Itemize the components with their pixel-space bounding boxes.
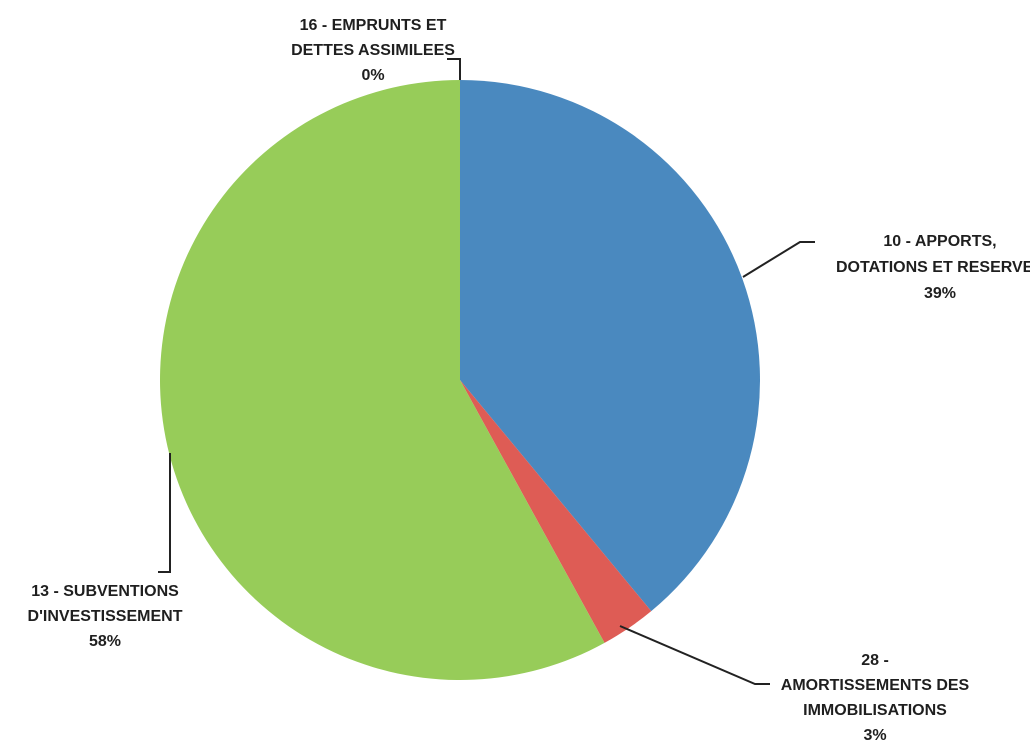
data-label-4: 16 - EMPRUNTS ET DETTES ASSIMILEES 0% [291,17,455,84]
data-label-line: DOTATIONS ET RESERVES [836,259,1030,276]
data-label-line: 39% [924,285,956,302]
data-label-line: 10 - APPORTS, [883,233,996,250]
data-label-line: 16 - EMPRUNTS ET [300,17,447,34]
data-label-line: 3% [863,727,886,744]
data-label-line: 28 - [861,652,889,669]
data-label-line: 58% [89,633,121,650]
data-label-line: 0% [361,67,384,84]
data-label-line: AMORTISSEMENTS DES [781,677,970,694]
leader-line-4 [447,58,461,80]
data-label-line: D'INVESTISSEMENT [28,608,183,625]
pie-slice-1 [460,80,760,612]
data-label-1: 10 - APPORTS, DOTATIONS ET RESERVES 39% [836,233,1030,302]
data-label-2: 28 - AMORTISSEMENTS DES IMMOBILISATIONS 3% [781,652,970,744]
leader-line-2 [619,625,770,685]
leader-line-1 [742,241,815,278]
pie-slice-2 [460,380,652,643]
pie-slice-3 [160,80,605,680]
leader-line-3 [158,453,171,573]
data-label-3: 13 - SUBVENTIONS D'INVESTISSEMENT 58% [28,583,183,650]
data-label-line: DETTES ASSIMILEES [291,42,455,59]
data-label-line: IMMOBILISATIONS [803,702,947,719]
data-label-line: 13 - SUBVENTIONS [31,583,179,600]
